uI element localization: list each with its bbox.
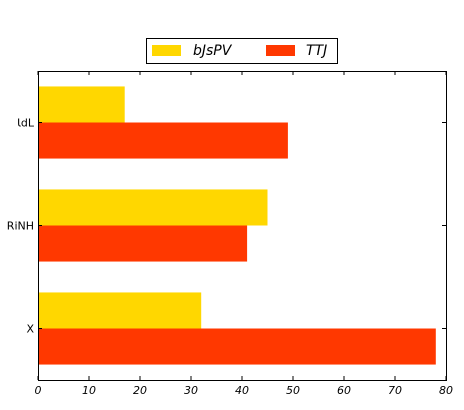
bar-bjspv-x [38, 292, 202, 329]
x-tick-label-50: 50 [286, 384, 300, 397]
bar-ttj-x [38, 328, 436, 365]
y-tick-label-x: X [26, 323, 34, 336]
y-tick-label-rinh: RiNH [7, 220, 34, 233]
x-tick-label-70: 70 [388, 384, 402, 397]
y-tick-label-dl: ƖdL [17, 117, 35, 130]
x-tick-label-60: 60 [337, 384, 351, 397]
x-tick-label-40: 40 [235, 384, 249, 397]
legend: bJsPV TTJ [146, 38, 338, 64]
bar-ttj-rinh [38, 225, 248, 262]
legend-label-ttj: TTJ [306, 43, 327, 59]
legend-label-bjspv: bJsPV [193, 43, 233, 59]
x-tick-label-0: 0 [35, 384, 42, 397]
legend-swatch-bjspv [152, 45, 181, 56]
legend-swatch-ttj [266, 45, 295, 56]
x-tick-label-20: 20 [133, 384, 147, 397]
bar-ttj-dl [38, 122, 288, 159]
bar-bjspv-rinh [38, 189, 268, 226]
ticks-layer: X RiNH ƖdL 0 10 20 30 40 50 60 70 80 [7, 71, 453, 397]
x-tick-label-80: 80 [439, 384, 453, 397]
bar-bjspv-dl [38, 86, 125, 123]
bars-layer [38, 86, 436, 365]
x-tick-label-10: 10 [82, 384, 96, 397]
x-tick-label-30: 30 [184, 384, 198, 397]
